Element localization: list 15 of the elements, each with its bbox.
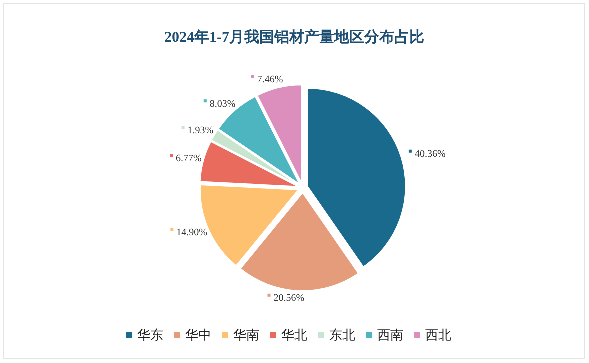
legend-label: 东北 [330, 328, 356, 344]
chart-title: 2024年1-7月我国铝材产量地区分布占比 [164, 29, 424, 46]
data-label: 8.03% [210, 98, 236, 110]
data-label: 40.36% [414, 149, 446, 160]
legend-label: 华中 [186, 328, 212, 344]
data-label: 14.90% [176, 227, 208, 238]
legend-label: 华东 [138, 328, 164, 344]
data-label: 6.77% [176, 153, 202, 164]
legend-label: 华北 [282, 328, 308, 344]
data-label: 20.56% [274, 293, 305, 304]
data-label: 1.93% [188, 126, 214, 137]
data-label: 7.46% [257, 74, 284, 86]
legend-label: 西北 [426, 328, 452, 344]
legend-label: 西南 [378, 328, 404, 344]
legend-label: 华南 [234, 328, 260, 344]
